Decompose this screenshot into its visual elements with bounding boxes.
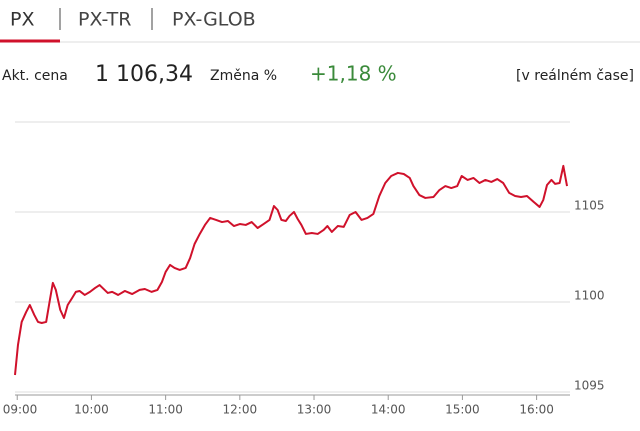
y-tick-label: 1095 xyxy=(574,378,605,392)
realtime-note: [v reálném čase] xyxy=(516,68,634,84)
price-label: Akt. cena xyxy=(2,68,68,84)
y-tick-label: 1100 xyxy=(574,288,605,302)
x-tick-label: 13:00 xyxy=(297,403,332,417)
change-label: Změna % xyxy=(210,68,277,84)
x-tick-label: 15:00 xyxy=(445,403,480,417)
tab[interactable]: PX-TR xyxy=(78,9,131,31)
tab[interactable]: PX xyxy=(10,9,34,31)
y-tick-label: 1105 xyxy=(574,198,605,212)
x-tick-label: 10:00 xyxy=(74,403,109,417)
price: 1 106,34 xyxy=(95,62,193,87)
price-line xyxy=(14,164,569,376)
x-tick-label: 11:00 xyxy=(148,403,183,417)
x-tick-label: 09:00 xyxy=(3,403,38,417)
x-tick-label: 14:00 xyxy=(371,403,406,417)
x-tick-label: 12:00 xyxy=(223,403,258,417)
tab[interactable]: PX-GLOB xyxy=(172,9,256,31)
change: +1,18 % xyxy=(310,62,397,86)
x-tick-label: 16:00 xyxy=(519,403,554,417)
